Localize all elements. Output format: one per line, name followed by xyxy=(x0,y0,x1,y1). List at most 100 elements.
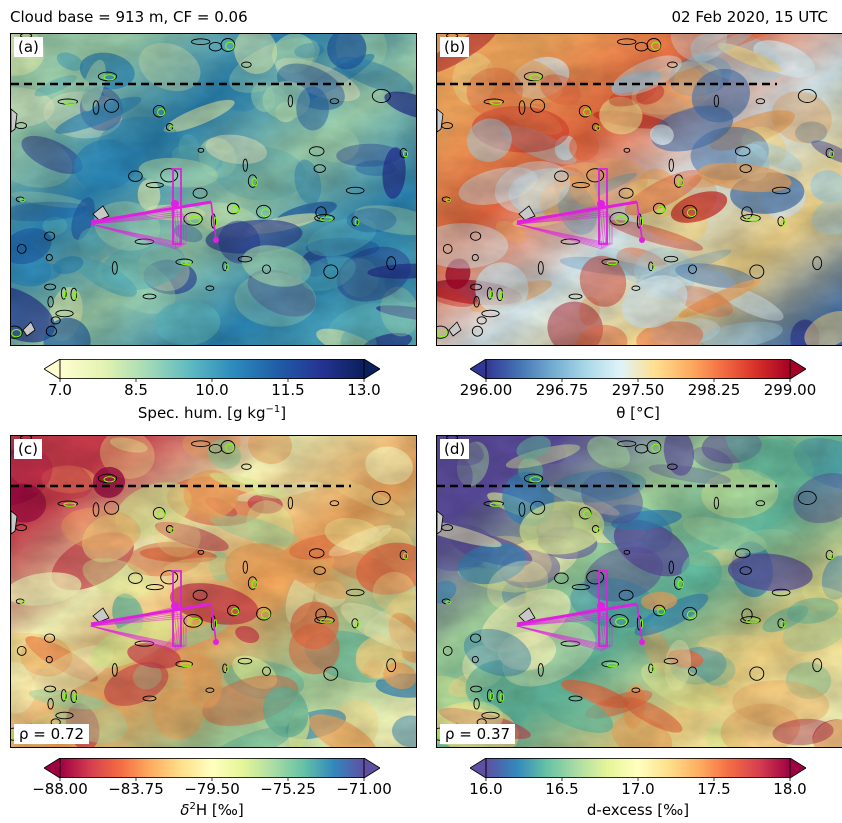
cloud-contour xyxy=(471,325,483,337)
panel-c-label: (c) xyxy=(14,439,42,459)
flight-tracks xyxy=(89,570,217,652)
cloud-edge-contour xyxy=(583,510,592,519)
colorbar-tick-label: 299.00 xyxy=(763,381,817,399)
cloud-contour xyxy=(208,41,223,52)
cloud-edge-contour xyxy=(489,692,494,701)
panel-a-label: (a) xyxy=(14,37,43,57)
cloud-contour xyxy=(183,212,203,226)
cloud-contour xyxy=(111,663,118,677)
flight-tracks xyxy=(515,570,643,652)
flight-track-box xyxy=(598,570,608,647)
cloud-contour xyxy=(771,588,791,597)
flight-track-line xyxy=(90,215,187,245)
cloud-contour xyxy=(345,588,365,597)
cloud-contour xyxy=(481,309,500,318)
flight-track-marker xyxy=(639,639,645,645)
cloud-contour xyxy=(329,98,340,105)
cloud-contour xyxy=(44,283,57,291)
colorbar-max-extend xyxy=(363,757,381,779)
cloud-contour xyxy=(47,296,54,308)
colorbar-title-part: 2 xyxy=(189,801,196,812)
cloud-edge-contour xyxy=(651,666,655,673)
cloud-edge-contour xyxy=(103,74,116,81)
colorbar-d: 16.0 16.5 17.0 17.5 18.0 d-excess [‰] xyxy=(469,757,807,819)
colorbar-tick-label: 11.5 xyxy=(271,381,305,399)
island-shape xyxy=(437,108,444,133)
cloud-edge-contour xyxy=(225,264,229,271)
cloud-contour xyxy=(486,287,493,300)
field-texture xyxy=(11,34,416,345)
cloud-contour xyxy=(60,287,67,300)
colorbar-tick-label: 8.5 xyxy=(124,381,148,399)
cloud-contour xyxy=(92,100,100,115)
cloud-contour xyxy=(812,658,823,673)
colorbar-frame xyxy=(59,758,365,779)
cloud-contour xyxy=(323,666,339,681)
cloud-edge-contour xyxy=(73,291,79,300)
cloud-contour xyxy=(142,695,157,702)
colorbar-frame xyxy=(485,359,791,380)
cloud-edge-contour xyxy=(651,443,661,453)
cloud-contour xyxy=(262,264,271,274)
panel-d-label: (d) xyxy=(440,439,470,459)
flight-track-line xyxy=(516,213,611,246)
cloud-edge-contour xyxy=(354,219,360,226)
cloud-contour xyxy=(45,253,53,262)
flight-track-box xyxy=(598,168,608,245)
cloud-contour xyxy=(554,572,569,584)
colorbar-b-title: θ [°C] xyxy=(470,404,806,422)
cloud-edge-contour xyxy=(189,215,202,225)
cloud-contour xyxy=(44,633,56,643)
cloud-contour xyxy=(192,187,208,199)
colorbar-a-title: Spec. hum. [g kg−1] xyxy=(44,404,380,422)
cloud-contour xyxy=(631,687,641,693)
cloud-edge-contour xyxy=(595,527,601,533)
cloud-contour xyxy=(470,231,482,241)
cloud-contour xyxy=(208,443,223,454)
cloud-contour xyxy=(481,711,500,720)
cloud-contour xyxy=(554,170,569,182)
cloud-contour xyxy=(571,584,590,591)
cloud-contour xyxy=(623,147,631,153)
cloud-contour xyxy=(586,570,605,585)
flight-track-main xyxy=(90,602,212,626)
colorbar-tick-label: −83.75 xyxy=(108,780,164,798)
cloud-contour xyxy=(537,663,544,677)
cloud-contour xyxy=(256,606,272,621)
flight-track-line xyxy=(516,215,613,245)
figure-header-right: 02 Feb 2020, 15 UTC xyxy=(671,8,828,26)
colorbar-a-bar xyxy=(43,358,381,382)
island-shape xyxy=(92,205,110,221)
cloud-contour xyxy=(183,614,203,628)
cloud-contour xyxy=(97,71,118,82)
island-shape xyxy=(448,321,462,337)
cloud-contour xyxy=(222,261,228,272)
cloud-contour xyxy=(523,71,544,82)
cloud-contour xyxy=(145,584,164,591)
cloud-edge-contour xyxy=(445,198,451,203)
cloud-contour xyxy=(797,490,817,505)
colorbar-tick-label: −71.00 xyxy=(336,780,392,798)
flight-track-marker xyxy=(639,237,645,243)
colorbar-gradient xyxy=(486,758,790,778)
flight-track-marker xyxy=(597,200,605,208)
cloud-edge-contour xyxy=(403,150,408,158)
colorbar-tick-label: 10.0 xyxy=(195,381,229,399)
figure-header-left: Cloud base = 913 m, CF = 0.06 xyxy=(10,8,248,26)
cloud-contour xyxy=(617,38,637,46)
cloud-contour xyxy=(537,261,544,275)
colorbar-b: 296.00 296.75 297.50 298.25 299.00 θ [°C] xyxy=(460,358,816,422)
flight-track-line xyxy=(516,615,611,648)
cloud-contour xyxy=(371,490,391,505)
cloud-contour xyxy=(237,657,253,665)
island-shape xyxy=(518,205,536,221)
colorbar-tick-label: 13.0 xyxy=(347,381,381,399)
correlation-label-d: ρ = 0.37 xyxy=(440,724,516,744)
cloud-edge-contour xyxy=(225,41,235,51)
cloud-contour xyxy=(241,61,252,68)
cloud-contour xyxy=(104,98,120,113)
cloud-contour xyxy=(205,285,215,291)
colorbar-title-part: d-excess [‰] xyxy=(586,801,690,819)
cloud-contour xyxy=(518,502,526,517)
cloud-edge-contour xyxy=(615,215,628,225)
